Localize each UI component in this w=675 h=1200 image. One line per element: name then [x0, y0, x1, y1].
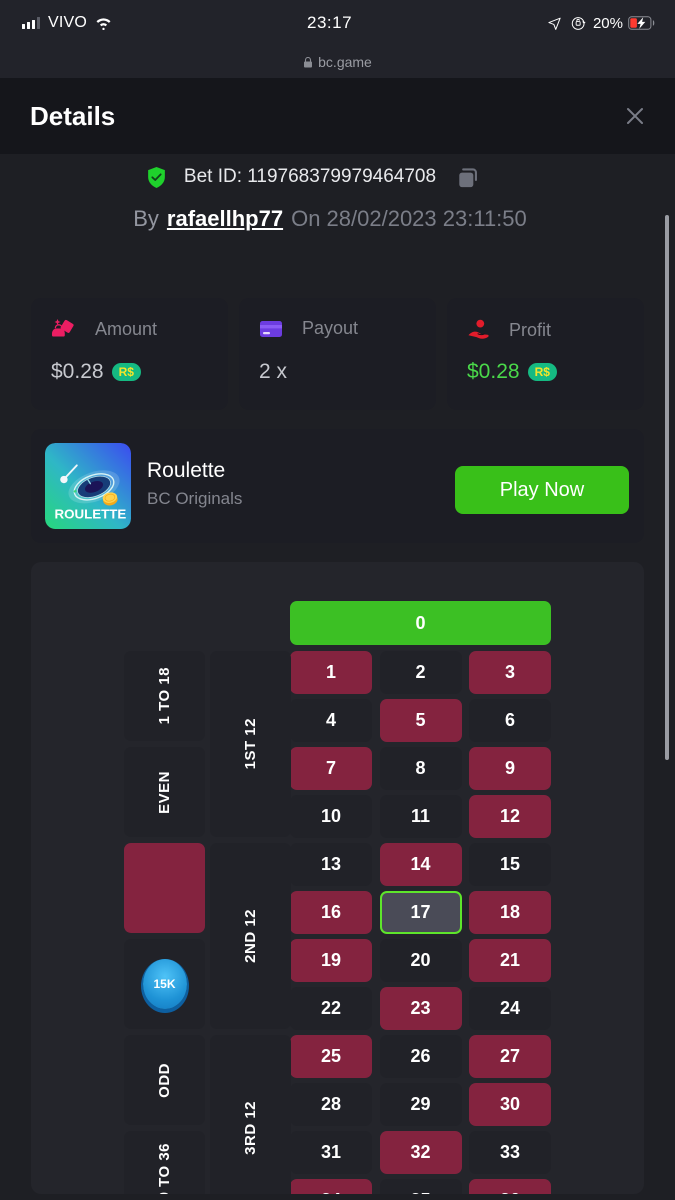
svg-text:ROULETTE: ROULETTE	[54, 507, 126, 522]
